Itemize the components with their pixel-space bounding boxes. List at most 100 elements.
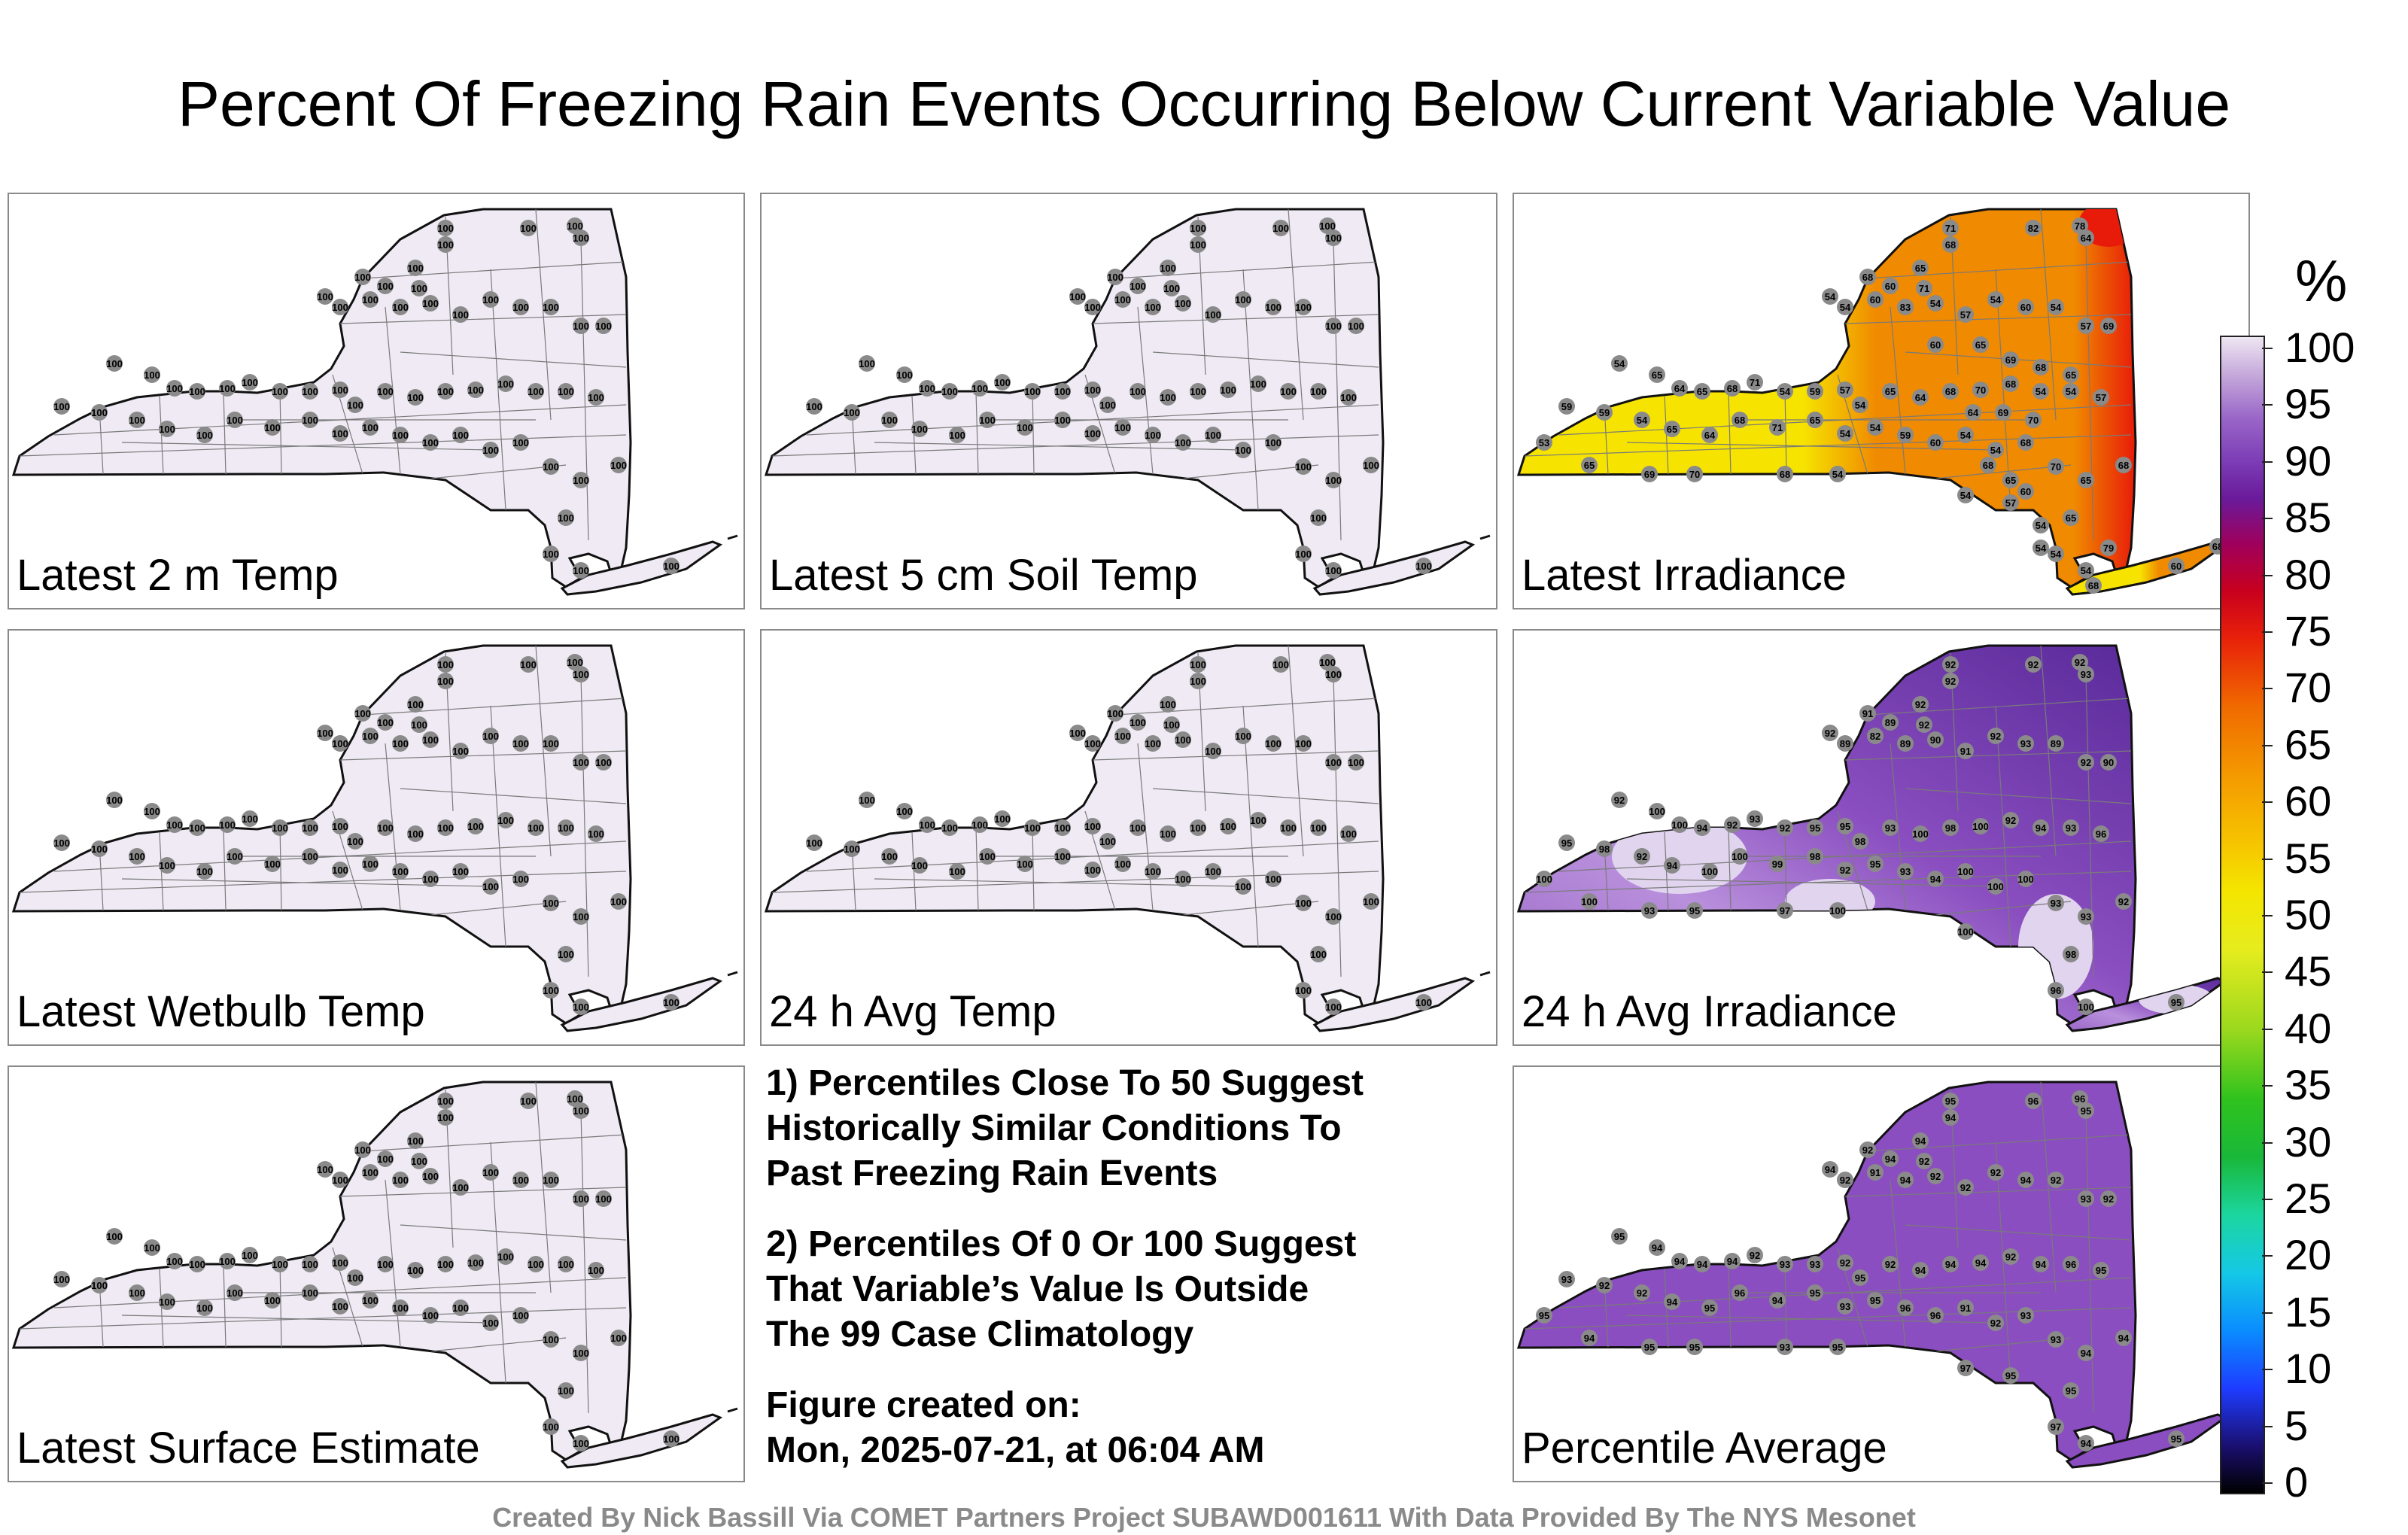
station-value: 100 [317, 728, 333, 739]
station-value: 68 [1735, 415, 1745, 426]
station-value: 100 [1325, 565, 1342, 576]
station-value: 95 [1561, 837, 1572, 849]
station-marker: 100 [159, 421, 175, 437]
station-marker: 100 [332, 425, 348, 442]
station-value: 100 [422, 874, 439, 885]
station-marker: 100 [482, 728, 499, 744]
station-value: 97 [1960, 1363, 1971, 1374]
station-value: 100 [411, 283, 427, 294]
station-value: 100 [573, 1105, 589, 1117]
station-value: 100 [543, 1175, 559, 1186]
station-value: 99 [1772, 859, 1783, 870]
station-value: 100 [1114, 859, 1131, 870]
station-marker: 68 [1942, 236, 1959, 253]
map-panel-latest-2m-temp: 100 100 100 100 100 100 100 100 100 100 100 100 100 1… [8, 193, 745, 609]
colorbar-tick-label: 90 [2285, 436, 2332, 485]
station-value: 100 [1205, 866, 1221, 877]
state-map: 100 100 100 100 100 100 100 100 100 100 100 100 100 1… [11, 208, 738, 596]
station-marker: 100 [573, 1190, 589, 1207]
station-value: 100 [1235, 731, 1251, 742]
station-value: 65 [2066, 512, 2076, 524]
station-value: 65 [1697, 386, 1707, 397]
colorbar-tick-mark [2262, 915, 2273, 916]
station-marker: 100 [558, 509, 574, 526]
station-marker: 100 [362, 728, 379, 744]
station-value: 100 [196, 430, 213, 441]
station-value: 100 [1145, 738, 1161, 749]
station-marker: 100 [437, 220, 454, 236]
station-value: 100 [844, 407, 860, 418]
station-value: 54 [2036, 386, 2047, 397]
colorbar-tick-mark [2262, 971, 2273, 974]
station-value: 100 [407, 828, 424, 840]
station-value: 94 [2036, 822, 2047, 834]
station-value: 100 [189, 386, 205, 397]
station-value: 68 [1945, 386, 1956, 397]
station-marker: 91 [1957, 743, 1974, 759]
station-marker: 100 [497, 375, 514, 392]
colorbar-tick-label: 20 [2285, 1231, 2332, 1279]
station-marker: 94 [1769, 1292, 1786, 1309]
station-marker: 100 [1175, 731, 1191, 748]
station-marker: 100 [573, 1345, 589, 1361]
station-marker: 100 [1145, 427, 1161, 443]
station-marker: 100 [1024, 383, 1041, 400]
map-panel-24h-avg-irradiance: 92 92 92 92 93 92 91 89 92 92 89 82 89 90 91 92 93 89 92 90… [1513, 629, 2250, 1046]
station-marker: 54 [1987, 291, 2004, 308]
station-marker: 68 [1980, 457, 1996, 473]
station-marker: 100 [196, 1299, 213, 1316]
station-value: 100 [1084, 302, 1101, 313]
station-marker: 96 [2063, 1256, 2079, 1272]
station-markers: 100 100 100 100 100 100 100 100 100 100 100 100 100 1… [806, 217, 1432, 579]
station-marker: 100 [588, 1262, 604, 1278]
station-marker: 100 [264, 1292, 281, 1309]
station-value: 100 [1099, 400, 1116, 411]
station-value: 100 [1054, 386, 1071, 397]
station-marker: 95 [2093, 1262, 2109, 1278]
station-value: 100 [159, 424, 175, 435]
station-marker: 100 [1325, 318, 1342, 334]
station-value: 100 [196, 1302, 213, 1314]
station-value: 54 [1855, 400, 1866, 411]
station-marker: 94 [2115, 1330, 2132, 1346]
station-value: 100 [452, 1182, 469, 1193]
station-marker: 100 [362, 856, 379, 872]
station-marker: 100 [242, 1247, 258, 1263]
station-value: 64 [1674, 383, 1686, 394]
station-marker: 100 [482, 291, 499, 308]
station-value: 100 [482, 881, 499, 892]
station-marker: 100 [166, 380, 183, 397]
station-marker: 100 [520, 1093, 537, 1109]
station-marker: 100 [1163, 280, 1180, 296]
station-marker: 95 [1942, 1093, 1959, 1109]
station-marker: 60 [1927, 336, 1944, 353]
station-marker: 96 [2025, 1093, 2042, 1109]
station-value: 94 [2118, 1333, 2130, 1344]
station-marker: 68 [1859, 269, 1876, 285]
station-marker: 100 [377, 383, 394, 400]
station-value: 92 [1614, 795, 1625, 806]
station-marker: 100 [1107, 705, 1123, 722]
station-value: 100 [392, 866, 409, 877]
note-1: 1) Percentiles Close To 50 Suggest Histo… [766, 1061, 1488, 1196]
station-value: 100 [1972, 821, 1989, 832]
station-marker: 54 [2033, 383, 2049, 400]
station-marker: 100 [558, 946, 574, 962]
station-value: 100 [302, 1287, 318, 1299]
station-value: 100 [1235, 445, 1251, 456]
station-marker: 100 [859, 792, 875, 808]
station-marker: 92 [1882, 1256, 1899, 1272]
colorbar-tick-label: 95 [2285, 380, 2332, 428]
station-marker: 100 [896, 803, 913, 819]
station-marker: 100 [1054, 848, 1071, 865]
station-value: 94 [1975, 1257, 1987, 1269]
station-marker: 95 [1829, 1339, 1846, 1355]
station-marker: 68 [2033, 359, 2049, 375]
station-value: 70 [1689, 469, 1700, 480]
station-marker: 100 [543, 458, 559, 475]
station-marker: 100 [1205, 863, 1221, 880]
station-value: 65 [1584, 460, 1595, 471]
station-marker: 100 [53, 398, 70, 415]
